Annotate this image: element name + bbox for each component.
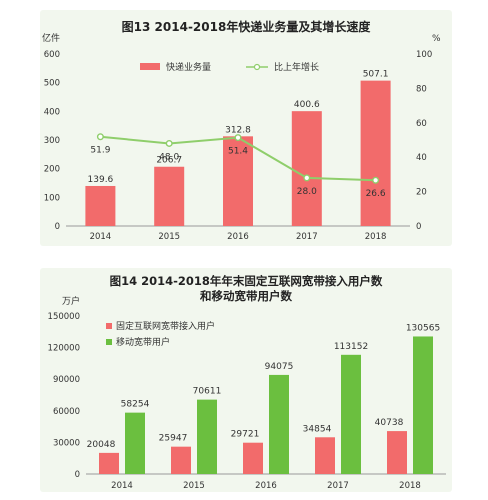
bar-label-volume: 312.8 (225, 125, 251, 135)
y2-tick-label: 60 (416, 119, 427, 129)
bar-mobile-2014 (125, 412, 145, 474)
chart-panel-broadband: 图14 2014-2018年年末固定互联网宽带接入用户数 和移动宽带用户数 万户 0 3… (40, 268, 452, 492)
growth-point-2017 (303, 174, 311, 182)
y2-tick-label: 40 (416, 153, 427, 163)
bar-fixed-2015 (171, 446, 191, 474)
bar-mobile-2018 (413, 336, 433, 474)
growth-label: 48.0 (159, 152, 179, 162)
y-tick-label: 30000 (53, 438, 80, 448)
y2-tick-label: 80 (416, 84, 427, 94)
x-tick-label: 2018 (399, 481, 421, 491)
bar-label-fixed: 29721 (231, 430, 260, 440)
legend-label-growth: 比上年增长 (274, 61, 319, 73)
growth-label: 51.9 (90, 146, 110, 156)
bar-label-mobile: 113152 (334, 342, 368, 352)
y2-tick-label: 20 (416, 188, 427, 198)
bar-fixed-2017 (315, 437, 335, 474)
bar-volume-2018 (360, 80, 391, 226)
growth-label: 26.6 (366, 189, 386, 199)
bar-fixed-2016 (243, 442, 263, 474)
bar-label-fixed: 40738 (375, 418, 404, 428)
growth-label: 51.4 (228, 147, 248, 157)
growth-point-2016 (234, 134, 242, 142)
bar-label-fixed: 20048 (87, 440, 116, 450)
x-tick-label: 2014 (90, 232, 112, 242)
legend-label-mobile: 移动宽带用户 (116, 336, 170, 348)
legend-swatch-mobile (106, 339, 112, 345)
y-tick-label: 500 (44, 79, 60, 89)
y-axis-unit: 亿件 (42, 32, 60, 44)
y-tick-label: 200 (44, 165, 60, 175)
y2-tick-label: 0 (416, 222, 421, 232)
x-tick-label: 2017 (327, 481, 349, 491)
y-tick-label: 600 (44, 50, 60, 60)
bar-mobile-2016 (269, 374, 289, 474)
chart-title: 图13 2014-2018年快递业务量及其增长速度 (122, 19, 372, 34)
y-tick-label: 90000 (53, 375, 80, 385)
growth-point-2018 (372, 176, 380, 184)
growth-point-2014 (96, 133, 104, 141)
bar-label-mobile: 130565 (406, 323, 440, 333)
growth-label: 28.0 (297, 187, 317, 197)
bar-fixed-2018 (387, 431, 407, 474)
x-tick-label: 2018 (365, 232, 387, 242)
legend-label-fixed: 固定互联网宽带接入用户 (116, 320, 215, 332)
y-tick-label: 0 (55, 222, 60, 232)
y-tick-label: 120000 (48, 344, 80, 354)
bar-label-volume: 507.1 (363, 70, 389, 80)
y-tick-label: 150000 (48, 312, 80, 322)
bar-mobile-2017 (341, 354, 361, 474)
bar-label-mobile: 94075 (265, 362, 294, 372)
x-tick-label: 2015 (158, 232, 180, 242)
y2-axis-unit: % (432, 34, 441, 44)
y2-tick-label: 100 (416, 50, 432, 60)
bar-label-mobile: 70611 (193, 387, 222, 397)
bar-volume-2014 (85, 185, 116, 226)
y-tick-label: 400 (44, 107, 60, 117)
y-tick-label: 100 (44, 193, 60, 203)
x-tick-label: 2016 (255, 481, 277, 491)
x-tick-label: 2016 (227, 232, 249, 242)
bar-volume-2015 (154, 166, 185, 226)
legend-marker-growth (253, 63, 261, 71)
bar-volume-2017 (291, 111, 322, 226)
legend-swatch-volume (140, 63, 160, 70)
chart-subtitle: 和移动宽带用户数 (200, 289, 292, 303)
chart-title: 图14 2014-2018年年末固定互联网宽带接入用户数 (110, 274, 383, 288)
legend-swatch-fixed (106, 323, 112, 329)
y-tick-label: 0 (75, 470, 80, 480)
y-tick-label: 60000 (53, 407, 80, 417)
y-axis-unit: 万户 (62, 295, 80, 307)
x-tick-label: 2017 (296, 232, 318, 242)
legend-label-volume: 快递业务量 (166, 61, 211, 73)
bar-label-volume: 139.6 (88, 175, 114, 185)
x-tick-label: 2015 (183, 481, 205, 491)
bar-volume-2016 (223, 136, 253, 226)
bar-mobile-2015 (197, 399, 217, 474)
bar-label-fixed: 25947 (159, 434, 188, 444)
y-tick-label: 300 (44, 136, 60, 146)
bar-label-volume: 400.6 (294, 100, 320, 110)
bar-label-mobile: 58254 (121, 400, 150, 410)
bar-label-volume: 206.7 (156, 156, 182, 166)
bar-label-fixed: 34854 (303, 424, 332, 434)
chart-panel-express: 图13 2014-2018年快递业务量及其增长速度 亿件% 0 100 200 300 40… (40, 10, 452, 246)
bar-fixed-2014 (99, 452, 119, 474)
growth-point-2015 (165, 139, 173, 147)
x-tick-label: 2014 (111, 481, 133, 491)
